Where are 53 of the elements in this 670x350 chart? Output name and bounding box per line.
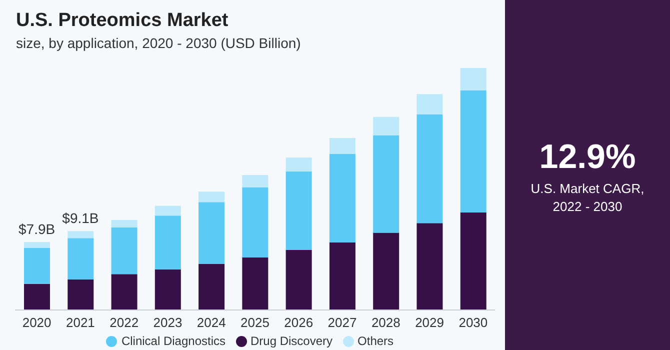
- bar: [416, 94, 443, 114]
- bar: [198, 264, 225, 310]
- legend-label: Drug Discovery: [250, 334, 333, 348]
- bar: [286, 250, 312, 310]
- bar: [68, 238, 94, 280]
- bar: [286, 171, 312, 250]
- bar: [373, 116, 400, 136]
- bar: [24, 248, 50, 284]
- x-tick-label: 2029: [415, 315, 444, 330]
- legend-label: Others: [358, 334, 394, 348]
- chart-subtitle: size, by application, 2020 - 2030 (USD Billion): [16, 35, 301, 51]
- bar: [24, 284, 50, 310]
- annotation: $9.1B: [62, 210, 99, 226]
- bar: [242, 187, 268, 258]
- bar: [68, 231, 94, 238]
- bar: [373, 135, 400, 233]
- text: 12.9%: [538, 138, 637, 177]
- bar: [460, 68, 486, 90]
- bar: [416, 223, 443, 310]
- text: U.S. Market CAGR, 2022 - 2030: [530, 180, 646, 216]
- legend-label: Clinical Diagnostics: [121, 334, 226, 348]
- x-tick-label: 2024: [196, 315, 226, 330]
- x-tick-label: 2021: [66, 315, 95, 330]
- bar: [460, 212, 486, 310]
- bar: [154, 269, 181, 310]
- bar: [416, 114, 443, 224]
- bar: [329, 242, 356, 310]
- bar: [373, 232, 400, 310]
- x-tick-label: 2027: [328, 315, 357, 330]
- bar: [154, 216, 181, 270]
- x-tick-label: 2023: [153, 315, 182, 330]
- bar: [286, 158, 312, 172]
- x-tick-label: 2025: [240, 315, 270, 330]
- bar: [242, 257, 268, 310]
- bar: [242, 174, 268, 188]
- x-tick-label: 2026: [284, 315, 314, 330]
- x-tick-label: 2022: [110, 315, 139, 330]
- bar: [198, 202, 225, 264]
- bar: [111, 274, 138, 310]
- bar: [198, 192, 225, 202]
- bar: [111, 227, 138, 274]
- bar: [68, 280, 94, 310]
- x-tick-label: 2028: [371, 315, 400, 330]
- bar: [24, 242, 50, 248]
- annotation: $7.9B: [18, 221, 56, 237]
- bar: [329, 138, 356, 154]
- bar: [154, 206, 181, 216]
- bar: [111, 220, 138, 228]
- bar: [329, 154, 356, 242]
- bar: [460, 90, 486, 212]
- x-tick-label: 2020: [22, 315, 52, 330]
- chart-title: U.S. Proteomics Market: [16, 10, 228, 32]
- x-tick-label: 2030: [458, 315, 488, 330]
